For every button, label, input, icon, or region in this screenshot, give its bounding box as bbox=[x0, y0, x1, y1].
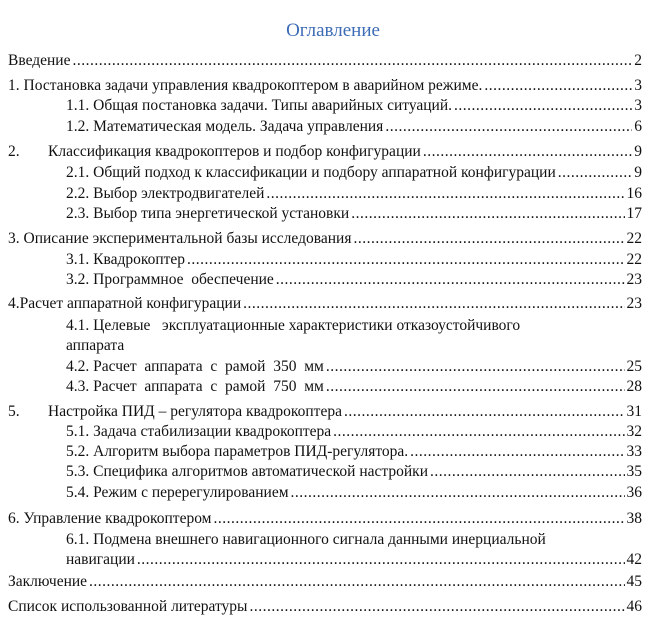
dot-leader bbox=[353, 229, 624, 249]
toc-entry-2-2[interactable]: 2.2. Выбор электродвигателей 16 bbox=[66, 184, 642, 204]
dot-leader bbox=[326, 377, 625, 397]
page-number: 9 bbox=[634, 164, 642, 181]
dot-leader bbox=[213, 509, 624, 529]
entry-text: 4.2. Расчет аппарата с рамой 350 мм bbox=[66, 358, 324, 375]
dot-leader bbox=[89, 572, 624, 592]
entry-text: 5.4. Режим с перерегулированием bbox=[66, 484, 289, 501]
page-number: 22 bbox=[626, 251, 643, 268]
entry-text: 1.1. Общая постановка задачи. Типы авари… bbox=[66, 97, 453, 114]
dot-leader bbox=[454, 96, 632, 116]
page-number: 32 bbox=[626, 423, 643, 440]
dot-leader bbox=[558, 163, 632, 183]
toc-entry-4-3[interactable]: 4.3. Расчет аппарата с рамой 750 мм 28 bbox=[66, 377, 642, 397]
toc-entry-4[interactable]: 4.Расчет аппаратной конфигурации 23 bbox=[8, 294, 642, 314]
page-number: 17 bbox=[626, 205, 643, 222]
page-number: 16 bbox=[626, 185, 643, 202]
entry-text: Настройка ПИД – регулятора квадрокоптера bbox=[48, 403, 342, 420]
entry-text: 5.3. Специфика алгоритмов автоматической… bbox=[66, 463, 428, 480]
toc-entry-5-1[interactable]: 5.1. Задача стабилизации квадрокоптера 32 bbox=[66, 422, 642, 442]
toc-entry-5-3[interactable]: 5.3. Специфика алгоритмов автоматической… bbox=[66, 462, 642, 482]
toc-entry-4-1-cont[interactable]: аппарата bbox=[66, 337, 125, 354]
entry-text: 3. Описание экспериментальной базы иссле… bbox=[8, 230, 352, 247]
page-number: 6 bbox=[634, 118, 642, 135]
dot-leader bbox=[333, 422, 624, 442]
toc-entry-6-1[interactable]: 6.1. Подмена внешнего навигационного сиг… bbox=[66, 531, 546, 548]
toc-entry-3-1[interactable]: 3.1. Квадрокоптер 22 bbox=[66, 250, 642, 270]
entry-text: Введение bbox=[8, 52, 71, 69]
toc-entry-3-2[interactable]: 3.2. Программное обеспечение 23 bbox=[66, 270, 642, 290]
page-number: 38 bbox=[626, 510, 643, 527]
dot-leader bbox=[243, 294, 624, 314]
dot-leader bbox=[276, 270, 625, 290]
page-number: 23 bbox=[626, 295, 643, 312]
dot-leader bbox=[484, 76, 632, 96]
toc-entry-references[interactable]: Список использованной литературы 46 bbox=[8, 597, 642, 617]
toc-entry-introduction[interactable]: Введение 2 bbox=[8, 51, 642, 71]
page-number: 9 bbox=[634, 143, 642, 160]
entry-text: 6. Управление квадрокоптером bbox=[8, 510, 212, 527]
entry-text: 5.2. Алгоритм выбора параметров ПИД-регу… bbox=[66, 443, 409, 460]
toc-entry-4-2[interactable]: 4.2. Расчет аппарата с рамой 350 мм 25 bbox=[66, 357, 642, 377]
dot-leader bbox=[291, 483, 625, 503]
page-number: 3 bbox=[634, 77, 642, 94]
dot-leader bbox=[326, 357, 625, 377]
entry-text: 2.3. Выбор типа энергетической установки bbox=[66, 205, 350, 222]
entry-text: 5.1. Задача стабилизации квадрокоптера bbox=[66, 423, 332, 440]
page-number: 28 bbox=[626, 378, 643, 395]
dot-leader bbox=[423, 142, 632, 162]
page-number: 3 bbox=[634, 97, 642, 114]
dot-leader bbox=[385, 117, 632, 137]
entry-text: 3.1. Квадрокоптер bbox=[66, 251, 186, 268]
toc-entry-6[interactable]: 6. Управление квадрокоптером 38 bbox=[8, 509, 642, 529]
entry-text: Список использованной литературы bbox=[8, 598, 248, 615]
page-number: 46 bbox=[626, 598, 643, 615]
dot-leader bbox=[187, 250, 624, 270]
entry-text: 4.Расчет аппаратной конфигурации bbox=[8, 295, 242, 312]
page-number: 35 bbox=[626, 463, 643, 480]
entry-text: 2.2. Выбор электродвигателей bbox=[66, 185, 265, 202]
entry-text: 1. Постановка задачи управления квадроко… bbox=[8, 77, 483, 94]
page-number: 45 bbox=[626, 573, 643, 590]
entry-text: 2.1. Общий подход к классификации и подб… bbox=[66, 164, 556, 181]
toc-entry-1[interactable]: 1. Постановка задачи управления квадроко… bbox=[8, 76, 642, 96]
entry-number: 2. bbox=[8, 143, 20, 160]
toc-entry-conclusion[interactable]: Заключение 45 bbox=[8, 572, 642, 592]
toc-entry-5-4[interactable]: 5.4. Режим с перерегулированием 36 bbox=[66, 483, 642, 503]
entry-number: 5. bbox=[8, 403, 20, 420]
page-number: 42 bbox=[626, 551, 643, 568]
toc-entry-1-2[interactable]: 1.2. Математическая модель. Задача управ… bbox=[66, 117, 642, 137]
toc-entry-1-1[interactable]: 1.1. Общая постановка задачи. Типы авари… bbox=[66, 96, 642, 116]
entry-text: 1.2. Математическая модель. Задача управ… bbox=[66, 118, 384, 135]
dot-leader bbox=[266, 184, 624, 204]
toc-entry-4-1[interactable]: 4.1. Целевые эксплуатационные характерис… bbox=[66, 317, 521, 334]
toc-entry-6-1-cont[interactable]: навигации 42 bbox=[66, 550, 642, 570]
entry-text: Заключение bbox=[8, 573, 88, 590]
dot-leader bbox=[72, 51, 632, 71]
page-number: 23 bbox=[626, 271, 643, 288]
page-number: 25 bbox=[626, 358, 643, 375]
toc-entry-3[interactable]: 3. Описание экспериментальной базы иссле… bbox=[8, 229, 642, 249]
toc-entry-2-3[interactable]: 2.3. Выбор типа энергетической установки… bbox=[66, 204, 642, 224]
toc-entry-2-1[interactable]: 2.1. Общий подход к классификации и подб… bbox=[66, 163, 642, 183]
dot-leader bbox=[249, 597, 624, 617]
page-number: 36 bbox=[626, 484, 643, 501]
toc-entry-5[interactable]: 5. Настройка ПИД – регулятора квадрокопте… bbox=[8, 402, 642, 422]
dot-leader bbox=[351, 204, 624, 224]
entry-text: 3.2. Программное обеспечение bbox=[66, 271, 274, 288]
dot-leader bbox=[137, 550, 625, 570]
page-number: 2 bbox=[634, 52, 642, 69]
page-number: 31 bbox=[626, 403, 643, 420]
dot-leader bbox=[430, 462, 625, 482]
toc-title: Оглавление bbox=[286, 20, 380, 41]
entry-text: Классификация квадрокоптеров и подбор ко… bbox=[48, 143, 421, 160]
toc-entry-2[interactable]: 2. Классификация квадрокоптеров и подбор … bbox=[8, 142, 642, 162]
entry-text: навигации bbox=[66, 551, 135, 568]
toc-entry-5-2[interactable]: 5.2. Алгоритм выбора параметров ПИД-регу… bbox=[66, 442, 642, 462]
page-number: 33 bbox=[626, 443, 643, 460]
page-number: 22 bbox=[626, 230, 643, 247]
entry-text: 4.3. Расчет аппарата с рамой 750 мм bbox=[66, 378, 324, 395]
dot-leader bbox=[344, 402, 625, 422]
dot-leader bbox=[410, 442, 624, 462]
